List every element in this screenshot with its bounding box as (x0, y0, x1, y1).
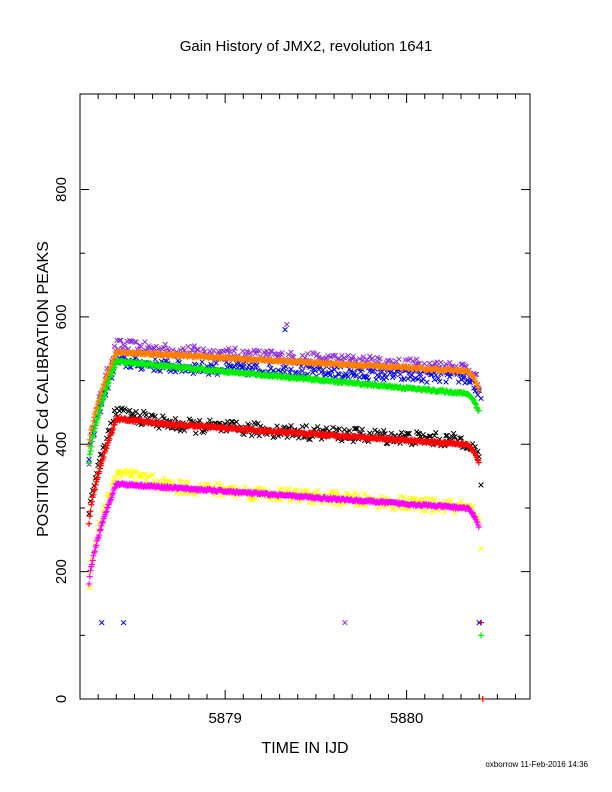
data-point (314, 487, 321, 494)
data-point (233, 419, 240, 425)
data-point (86, 451, 93, 458)
data-point (331, 502, 337, 509)
data-point (303, 423, 310, 429)
data-point (91, 487, 98, 494)
data-point (172, 415, 179, 422)
data-point (424, 379, 430, 385)
data-point (252, 350, 259, 357)
y-tick-label: 200 (53, 559, 70, 584)
data-point (342, 619, 348, 626)
data-point (441, 509, 448, 515)
data-point (478, 632, 485, 639)
data-point (479, 696, 486, 702)
chart-title: Gain History of JMX2, revolution 1641 (180, 38, 433, 55)
x-tick-label: 5879 (208, 710, 241, 727)
data-point (194, 346, 200, 353)
data-point (151, 344, 157, 351)
data-point (335, 356, 341, 362)
y-tick-label: 400 (53, 432, 70, 457)
data-point (443, 361, 449, 367)
data-point (86, 520, 93, 527)
y-tick-label: 800 (53, 177, 70, 202)
y-tick-label: 0 (53, 695, 70, 703)
data-point (414, 356, 420, 362)
data-point (87, 447, 94, 454)
data-point (121, 343, 128, 349)
data-point (443, 379, 449, 385)
data-point (99, 619, 105, 626)
data-point (86, 456, 92, 463)
data-point (162, 341, 169, 348)
x-tick-label: 5880 (390, 710, 423, 727)
data-point (420, 431, 426, 438)
data-point (398, 429, 405, 436)
data-point (369, 355, 376, 362)
plot-frame (79, 93, 531, 700)
data-point (431, 376, 438, 383)
data-point (138, 344, 144, 350)
footer-credit: oxborrow 11-Feb-2016 14:36 (485, 760, 588, 769)
data-point (111, 343, 118, 350)
data-point (86, 513, 93, 520)
data-point (396, 356, 402, 362)
data-point (478, 545, 484, 552)
data-point (200, 346, 207, 352)
data-point (372, 427, 378, 434)
data-point (133, 339, 139, 346)
data-point (279, 349, 285, 356)
data-point (256, 348, 263, 354)
data-point (377, 355, 383, 362)
data-point (332, 352, 339, 359)
data-point (91, 549, 98, 556)
axis-ticks (80, 94, 530, 700)
data-point (120, 619, 127, 626)
data-point (397, 371, 404, 378)
data-point (282, 326, 288, 333)
data-point (304, 351, 311, 357)
data-point (478, 395, 484, 402)
data-point (189, 347, 195, 353)
data-point (374, 505, 381, 512)
data-point (288, 349, 294, 355)
data-point (253, 362, 260, 369)
data-point (447, 359, 453, 366)
data-point (314, 351, 321, 358)
data-point (167, 368, 174, 375)
data-point (232, 345, 238, 352)
data-point (360, 354, 367, 360)
y-axis-label: POSITION OF Cd CALIBRATION PEAKS (35, 241, 52, 537)
data-point (247, 350, 254, 356)
data-points (86, 321, 486, 702)
data-point (206, 417, 213, 424)
data-point (341, 354, 348, 361)
data-point (96, 465, 103, 472)
data-point (402, 357, 409, 363)
x-axis-label: TIME IN IJD (261, 740, 348, 757)
data-point (359, 426, 365, 433)
data-point (284, 321, 290, 328)
data-point (88, 498, 95, 505)
data-point (267, 348, 274, 354)
data-point (410, 358, 416, 364)
data-point (312, 367, 318, 374)
data-point (350, 353, 357, 360)
data-point (248, 432, 255, 439)
data-point (356, 355, 363, 362)
data-point (226, 345, 232, 352)
x-tick-labels: 5879 5880 (208, 710, 423, 727)
data-point (87, 567, 94, 574)
y-tick-label: 600 (53, 304, 70, 329)
data-point (193, 430, 199, 437)
y-tick-labels: 0 200 400 600 800 (53, 177, 70, 703)
data-point (478, 482, 484, 488)
data-point (231, 348, 237, 354)
data-point (118, 337, 124, 344)
